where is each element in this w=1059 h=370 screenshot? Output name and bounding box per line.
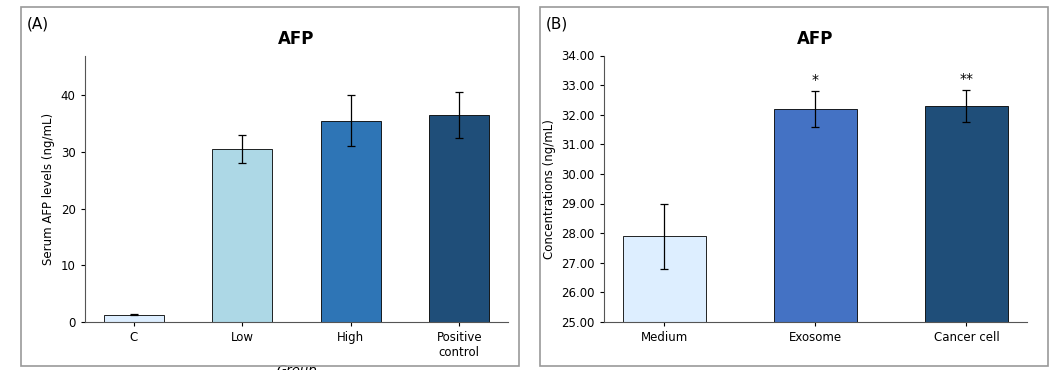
Text: *: * bbox=[812, 74, 819, 87]
Bar bbox=[213, 149, 272, 322]
Y-axis label: Serum AFP levels (ng/mL): Serum AFP levels (ng/mL) bbox=[42, 112, 55, 265]
Text: (A): (A) bbox=[26, 17, 49, 32]
Bar bbox=[104, 314, 164, 322]
Text: (B): (B) bbox=[545, 17, 568, 32]
Bar bbox=[774, 109, 857, 370]
X-axis label: Group: Group bbox=[276, 364, 317, 370]
Title: AFP: AFP bbox=[797, 30, 833, 48]
Bar bbox=[321, 121, 380, 322]
Bar bbox=[925, 106, 1008, 370]
Y-axis label: Concentrations (ng/mL): Concentrations (ng/mL) bbox=[542, 119, 556, 259]
Bar bbox=[429, 115, 489, 322]
Bar bbox=[623, 236, 706, 370]
Title: AFP: AFP bbox=[279, 30, 315, 48]
Text: **: ** bbox=[959, 72, 973, 86]
